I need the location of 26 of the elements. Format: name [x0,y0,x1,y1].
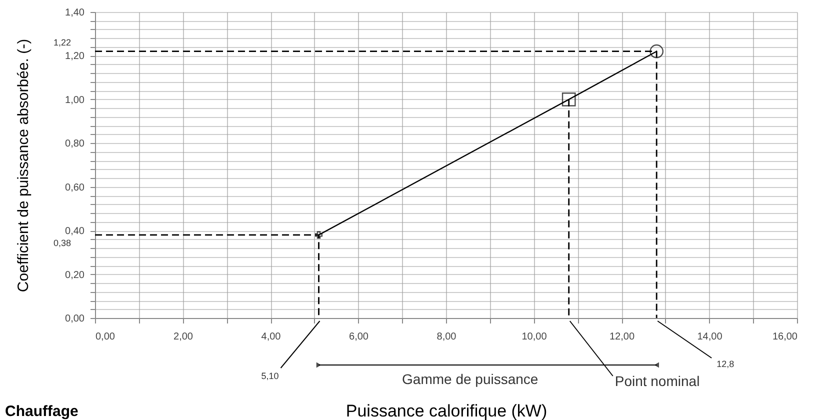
annotation: 5,10 [261,371,279,381]
x-tick-label: 2,00 [174,332,194,342]
x-tick-label: 0,00 [96,332,116,342]
y-axis-title: Coefficient de puissance absorbée. (-) [15,38,32,292]
x-tick-label: 8,00 [436,332,457,342]
y-tick-label: 1,40 [65,8,85,18]
annotation: 1,22 [53,37,71,48]
y-tick-label: 0,80 [65,138,85,150]
y-tick-label: 0,40 [65,226,85,238]
y-tick-label: 0,60 [65,182,85,194]
y-tick-label: 1,00 [65,94,85,106]
text: Gamme de puissance [402,371,538,387]
x-axis-title: Puissance calorifique (kW) [346,402,548,420]
x-tick-label: 10,00 [522,332,548,342]
x-tick-label: 6,00 [349,332,369,342]
y-tick-label: 0,20 [65,270,85,281]
x-tick-label: 16,00 [772,332,798,342]
annotation: 0,38 [53,238,71,248]
x-tick-label: 14,00 [697,332,723,342]
text: Chauffage [5,403,78,420]
y-tick-label: 0,00 [65,314,85,324]
annotation: Point nominal [614,373,700,389]
x-tick-label: 12,00 [609,332,635,342]
annotation: 12,8 [716,359,734,369]
y-tick-label: 1,20 [65,51,85,62]
x-tick-label: 4,00 [261,332,282,342]
